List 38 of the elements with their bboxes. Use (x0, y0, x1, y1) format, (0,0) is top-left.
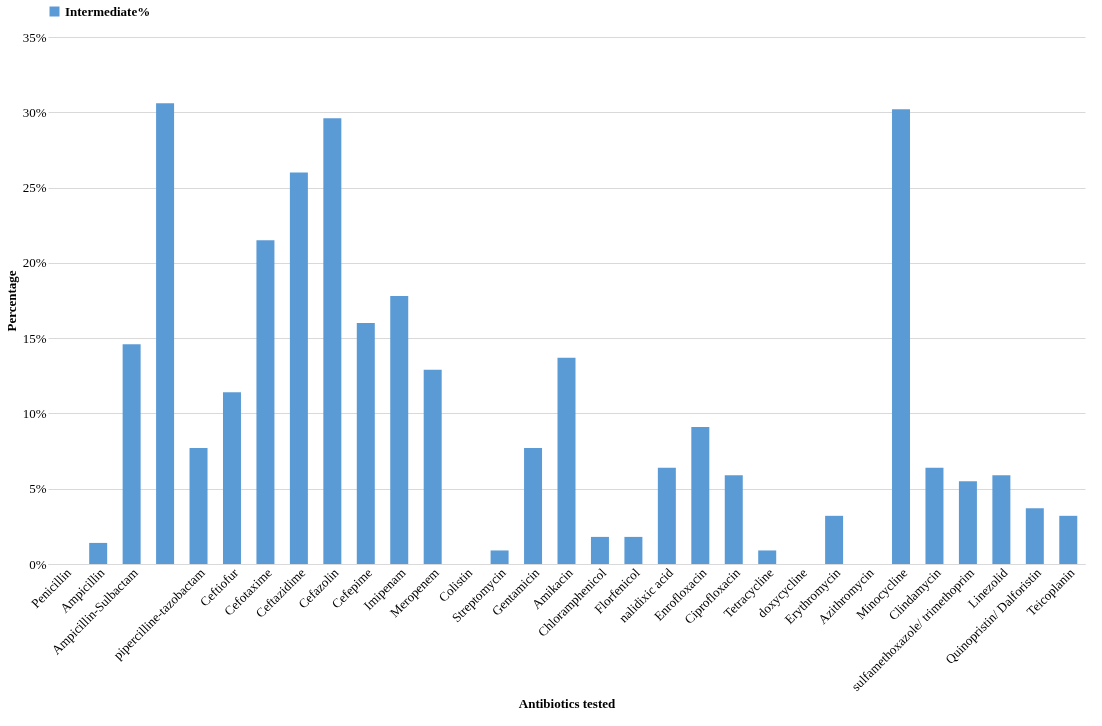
bar (256, 240, 275, 564)
bar (356, 323, 375, 564)
x-axis-title: Antibiotics tested (518, 695, 616, 711)
bar (657, 467, 676, 564)
bar (490, 550, 509, 564)
bar (724, 475, 743, 564)
bar (156, 103, 175, 564)
y-axis-title: Percentage (3, 270, 19, 332)
bar (222, 392, 241, 564)
y-tick-label: 35% (22, 29, 47, 45)
bar (323, 118, 342, 564)
y-tick-label: 0% (29, 556, 47, 572)
bar (925, 467, 944, 564)
bar (390, 295, 409, 564)
bar (691, 426, 710, 564)
bar (524, 448, 543, 564)
bar (1059, 515, 1078, 564)
bar (289, 172, 308, 564)
y-tick-label: 20% (22, 255, 47, 271)
bar (423, 369, 442, 564)
bar (758, 550, 777, 564)
bar (122, 344, 141, 564)
bar (825, 515, 844, 564)
bar (1025, 508, 1044, 564)
legend-label: Intermediate% (65, 3, 151, 19)
bar (958, 481, 977, 564)
bar (624, 536, 643, 564)
bar (992, 475, 1011, 564)
y-tick-label: 15% (22, 330, 47, 346)
y-tick-label: 25% (22, 180, 47, 196)
y-tick-label: 30% (22, 104, 47, 120)
bar (189, 448, 208, 564)
y-tick-label: 5% (29, 481, 47, 497)
bar (557, 357, 576, 564)
bar (590, 536, 609, 564)
bar (892, 109, 911, 564)
y-tick-label: 10% (22, 405, 47, 421)
bar (89, 542, 108, 564)
